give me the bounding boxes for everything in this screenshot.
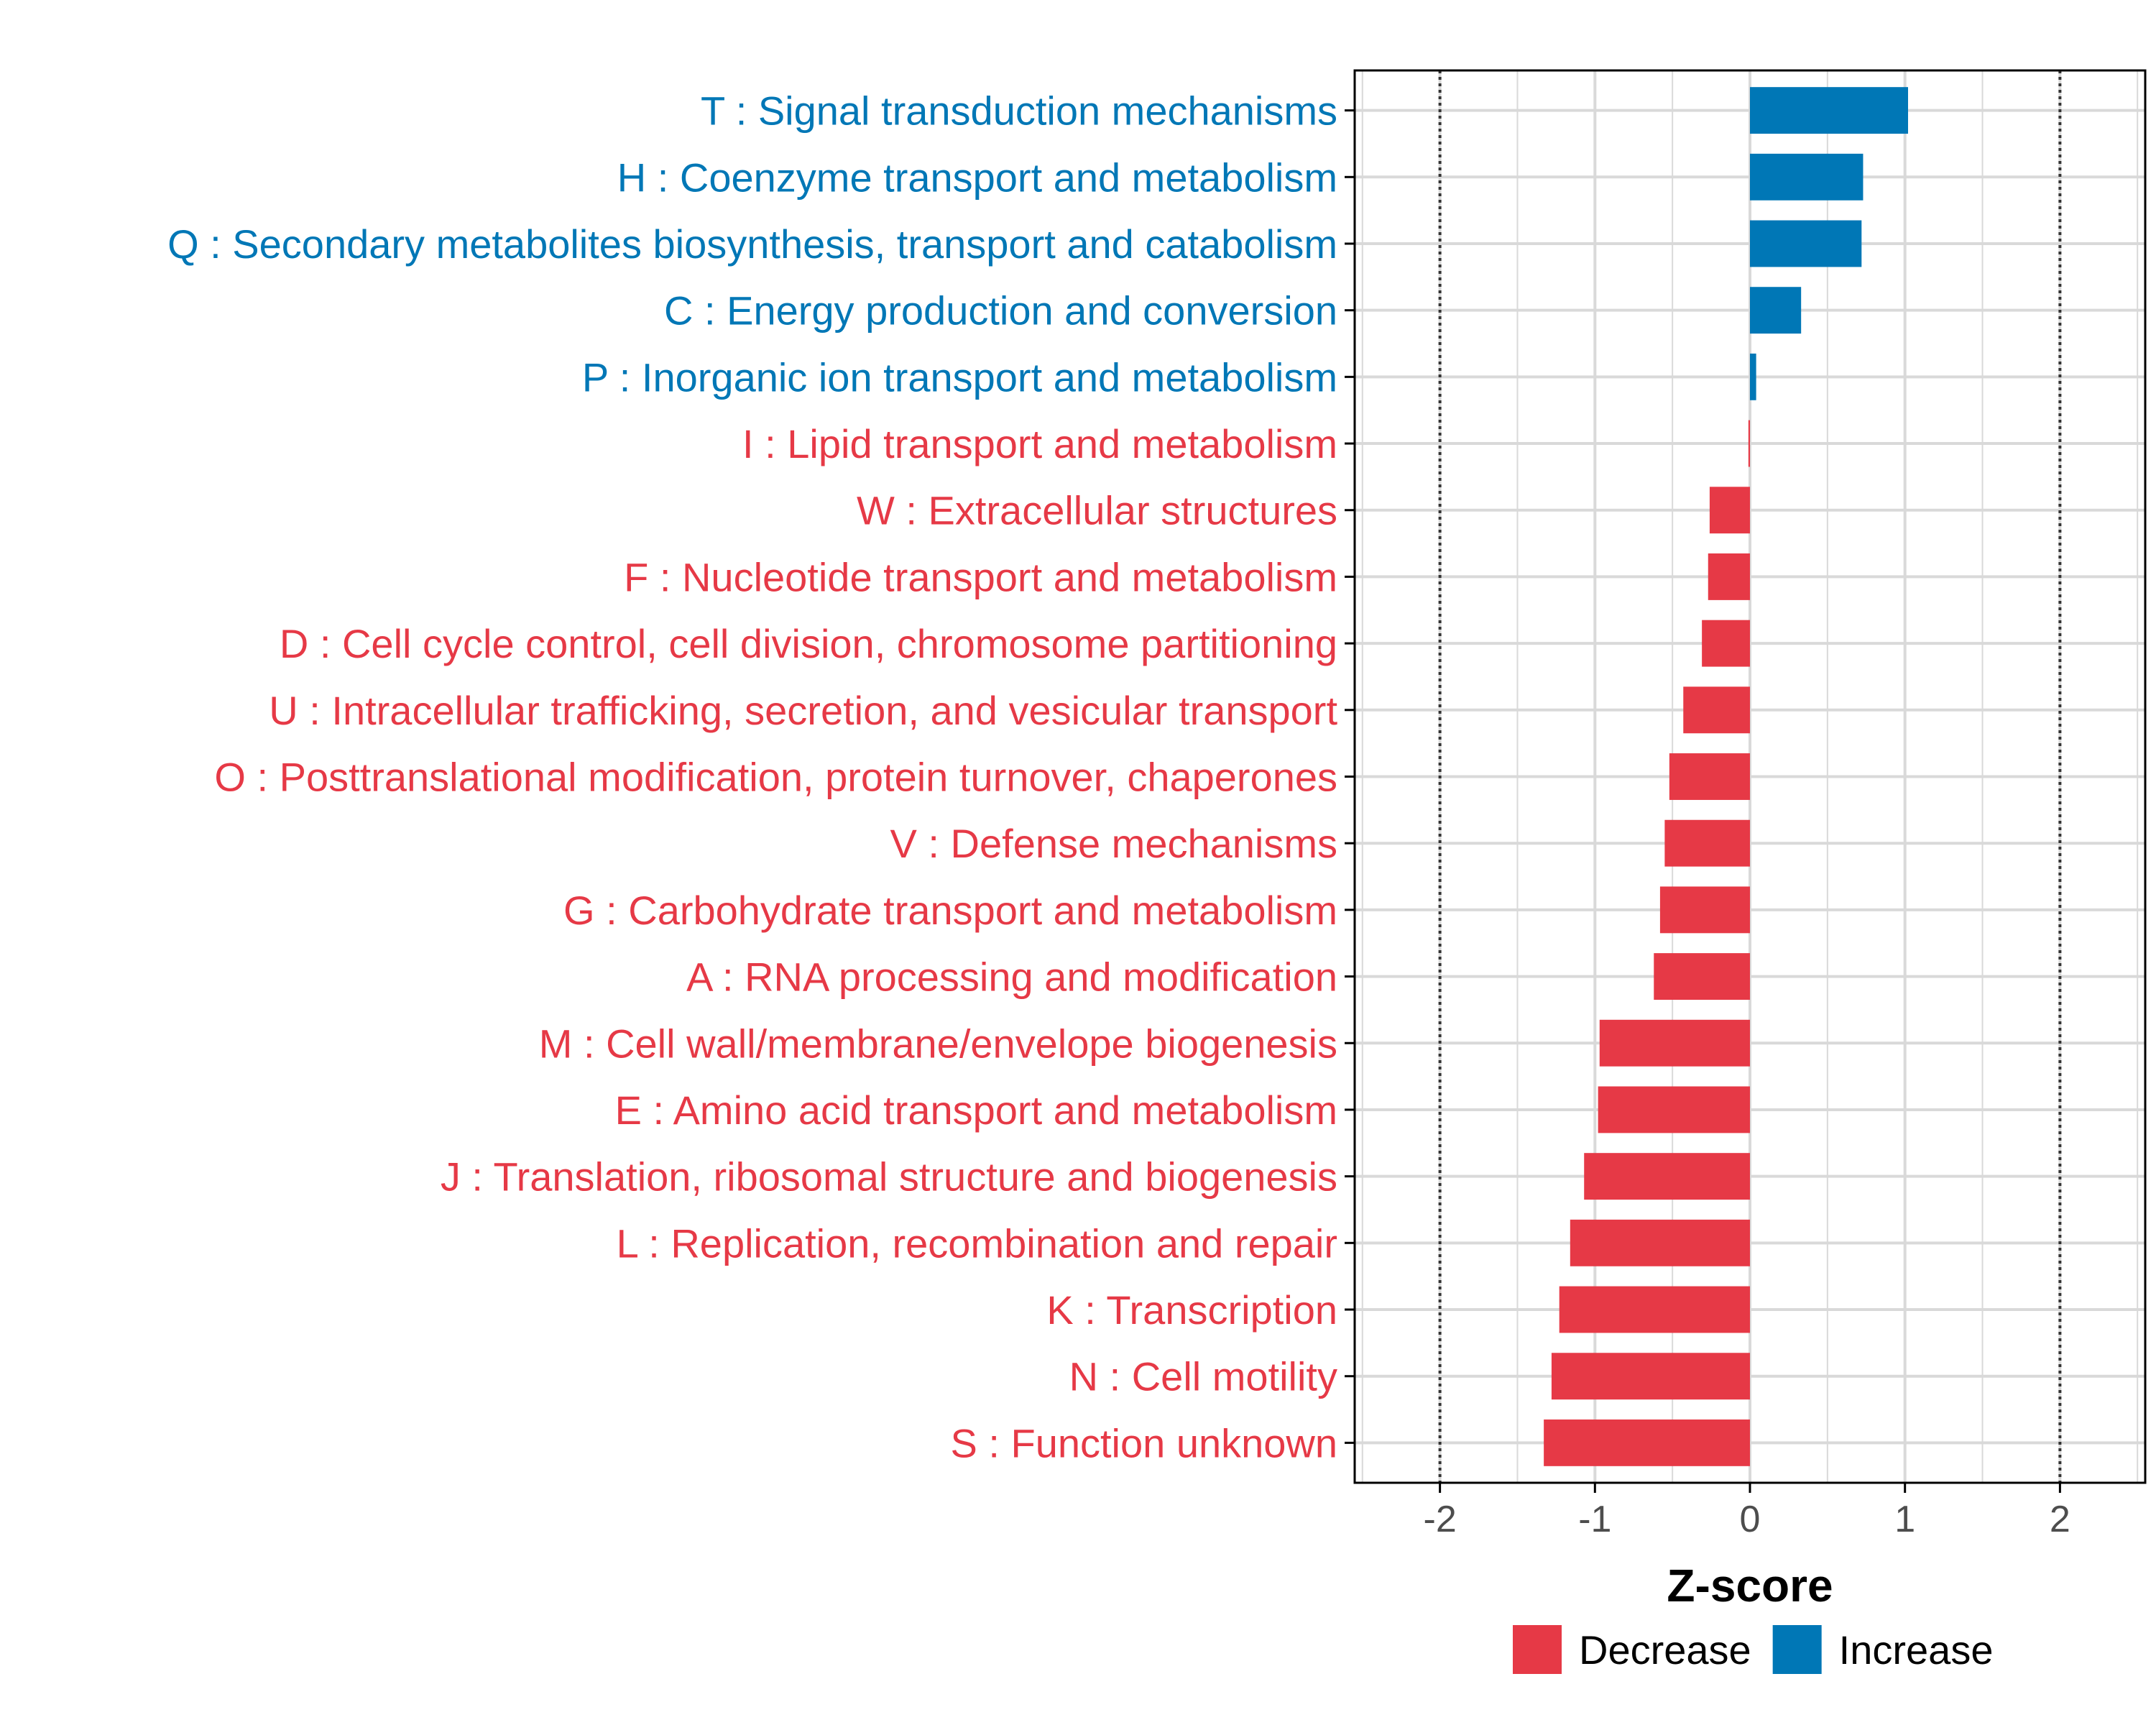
legend-swatch xyxy=(1772,1625,1822,1674)
bar xyxy=(1599,1019,1750,1067)
bar xyxy=(1598,1086,1750,1133)
category-label: D : Cell cycle control, cell division, c… xyxy=(280,621,1337,666)
bar xyxy=(1654,953,1750,1000)
category-label: O : Posttranslational modification, prot… xyxy=(214,755,1337,800)
category-labels: T : Signal transduction mechanisms H : Co… xyxy=(167,88,1337,1466)
x-tick-label: 1 xyxy=(1894,1499,1915,1540)
x-tick-label: -1 xyxy=(1578,1499,1611,1540)
category-label: Q : Secondary metabolites biosynthesis, … xyxy=(167,221,1337,267)
x-axis-ticks: -2 -1 0 1 2 xyxy=(1424,1483,2070,1540)
bar xyxy=(1551,1353,1750,1400)
category-label: V : Defense mechanisms xyxy=(890,821,1337,866)
bar xyxy=(1750,287,1802,334)
x-tick-label: 0 xyxy=(1740,1499,1761,1540)
category-label: H : Coenzyme transport and metabolism xyxy=(617,155,1337,200)
x-tick-label: -2 xyxy=(1424,1499,1457,1540)
legend-label: Decrease xyxy=(1579,1627,1751,1673)
bar xyxy=(1584,1153,1750,1200)
bars xyxy=(1544,87,1908,1466)
category-label: F : Nucleotide transport and metabolism xyxy=(624,554,1337,599)
bar xyxy=(1664,819,1750,867)
category-label: U : Intracellular trafficking, secretion… xyxy=(269,688,1337,733)
bar xyxy=(1544,1419,1750,1466)
category-label: N : Cell motility xyxy=(1069,1354,1337,1399)
bar xyxy=(1750,220,1862,267)
bar xyxy=(1559,1286,1750,1333)
category-label: A : RNA processing and modification xyxy=(686,954,1337,1000)
bar xyxy=(1570,1219,1750,1266)
category-label: J : Translation, ribosomal structure and… xyxy=(441,1154,1337,1200)
category-label: G : Carbohydrate transport and metabolis… xyxy=(563,888,1337,933)
y-tick-marks xyxy=(1345,109,1355,1444)
x-axis-title: Z-score xyxy=(1667,1560,1833,1611)
category-label: E : Amino acid transport and metabolism xyxy=(615,1087,1337,1133)
reference-lines xyxy=(1438,70,2062,1483)
category-label: M : Cell wall/membrane/envelope biogenes… xyxy=(539,1021,1337,1066)
bar xyxy=(1669,753,1750,800)
category-label: T : Signal transduction mechanisms xyxy=(701,88,1337,134)
category-label: P : Inorganic ion transport and metaboli… xyxy=(582,354,1337,400)
bar xyxy=(1708,553,1750,600)
bar xyxy=(1748,420,1750,467)
legend: Decrease Increase xyxy=(1513,1625,1993,1674)
category-label: L : Replication, recombination and repai… xyxy=(617,1220,1337,1266)
category-label: K : Transcription xyxy=(1046,1287,1337,1333)
bar xyxy=(1683,686,1750,734)
bar xyxy=(1659,886,1750,934)
x-tick-label: 2 xyxy=(2050,1499,2070,1540)
legend-swatch xyxy=(1513,1625,1562,1674)
bar xyxy=(1750,353,1756,400)
bar xyxy=(1709,487,1750,534)
bar xyxy=(1702,620,1750,667)
category-label: I : Lipid transport and metabolism xyxy=(742,421,1337,466)
category-label: W : Extracellular structures xyxy=(857,488,1337,533)
bar xyxy=(1750,87,1908,134)
category-label: C : Energy production and conversion xyxy=(664,288,1337,334)
legend-label: Increase xyxy=(1839,1627,1994,1673)
category-label: S : Function unknown xyxy=(950,1420,1337,1466)
bar xyxy=(1750,153,1864,201)
